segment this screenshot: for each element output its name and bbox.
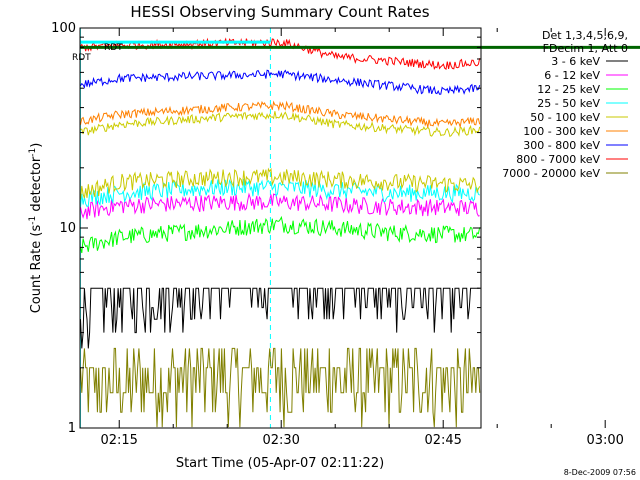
legend-entry-label: 3 - 6 keV — [551, 55, 600, 68]
y-axis-label-end: ) — [29, 143, 44, 148]
series-line-100-300-kev — [80, 178, 480, 208]
series-line-50-100-kev — [80, 167, 481, 200]
axes: 02:1502:3002:4503:0003:1503:3003:4511010… — [51, 21, 624, 448]
series-line-300-800-kev — [80, 192, 480, 220]
x-tick-label: 02:45 — [424, 433, 461, 448]
legend-entry-label: 12 - 25 keV — [537, 83, 600, 96]
x-tick-label: 03:00 — [586, 433, 623, 448]
x-tick-label: 02:15 — [100, 433, 137, 448]
rdt-annotation: RDT — [104, 43, 123, 53]
x-tick-label: 02:30 — [262, 433, 299, 448]
legend-header-line: FDecim 1, Att 0 — [543, 42, 628, 55]
legend-entry-label: 300 - 800 keV — [523, 139, 600, 152]
legend-entry-label: 50 - 100 keV — [530, 111, 600, 124]
legend-entry-label: 25 - 50 keV — [537, 97, 600, 110]
series-line-6-12-kev — [80, 69, 481, 95]
legend-entry-label: 100 - 300 keV — [523, 125, 600, 138]
plot-area: RDT RDT — [72, 28, 640, 428]
y-tick-label: 10 — [59, 221, 76, 236]
footer-date: 8-Dec-2009 07:56 — [564, 468, 636, 477]
y-axis-label-sup-2: -1 — [28, 148, 38, 157]
y-axis-label-main: Count Rate (s — [29, 225, 44, 314]
legend-header-line: Det 1,3,4,5,6,9, — [542, 29, 628, 42]
rdt-annotation: RDT — [72, 53, 91, 63]
x-axis-label: Start Time (05-Apr-07 02:11:22) — [176, 456, 384, 471]
legend-entry-label: 800 - 7000 keV — [516, 153, 600, 166]
series-line-800-7000-kev — [80, 215, 481, 254]
y-tick-label: 100 — [51, 21, 76, 36]
y-axis-label: Count Rate (s-1 detector-1) — [28, 143, 44, 314]
y-tick-label: 1 — [68, 421, 76, 436]
legend: Det 1,3,4,5,6,9,FDecim 1, Att 03 - 6 keV… — [502, 29, 628, 180]
chart-title: HESSI Observing Summary Count Rates — [130, 3, 429, 21]
series-line-7000-20000-kev — [80, 287, 480, 349]
series-line-25-50-kev — [80, 111, 481, 138]
series-line-unlabeled — [80, 347, 481, 428]
y-axis-label-sup-1: -1 — [28, 216, 38, 225]
series-line-12-25-kev — [80, 100, 481, 128]
legend-entry-label: 7000 - 20000 keV — [502, 167, 600, 180]
y-axis-label-mid: detector — [29, 156, 44, 216]
legend-entry-label: 6 - 12 keV — [544, 69, 600, 82]
